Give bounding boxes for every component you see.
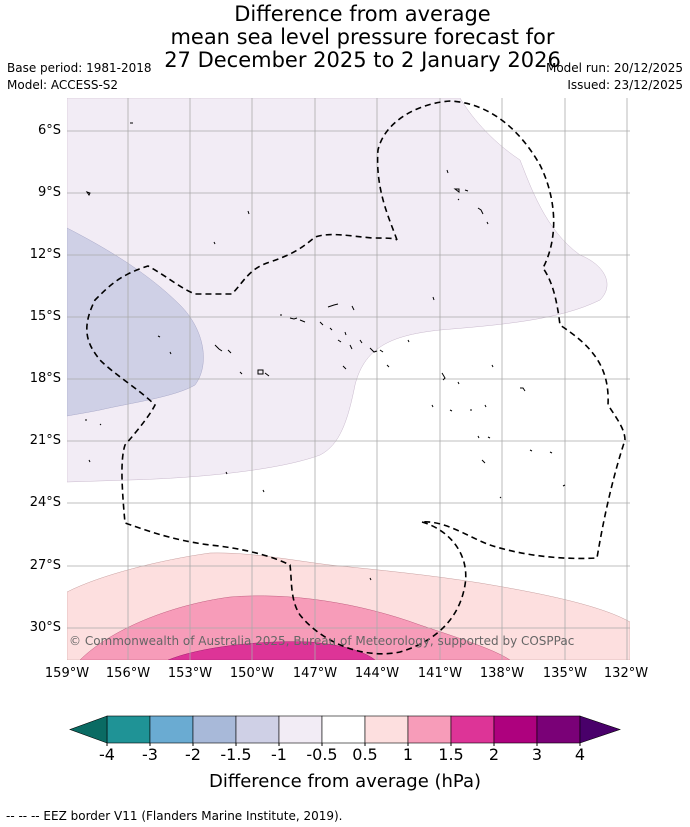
- lon-label: 156°W: [105, 666, 151, 681]
- lat-label: 6°S: [37, 123, 61, 138]
- colorbar-segment: [493, 715, 538, 744]
- base-period: Base period: 1981-2018: [7, 61, 152, 75]
- lat-label: 18°S: [29, 371, 61, 386]
- grid-lines: [67, 98, 630, 660]
- colorbar-segment: [536, 715, 581, 744]
- anomaly-region-plus-1-5: [167, 641, 376, 660]
- lat-label: 27°S: [29, 558, 61, 573]
- colorbar-over-arrow: [579, 715, 621, 744]
- colorbar-tick-label: -4: [99, 745, 115, 764]
- lat-label: 15°S: [29, 309, 61, 324]
- lat-label: 21°S: [29, 433, 61, 448]
- colorbar-under-arrow: [69, 715, 108, 744]
- lat-label: 30°S: [29, 620, 61, 635]
- colorbar-segment: [321, 715, 366, 744]
- colorbar-tick-label: 4: [574, 745, 586, 764]
- copyright-notice: © Commonwealth of Australia 2025, Bureau…: [69, 634, 575, 648]
- issued-date: Issued: 23/12/2025: [567, 78, 683, 92]
- colorbar-segment: [235, 715, 280, 744]
- title-line-2: mean sea level pressure forecast for: [170, 25, 555, 49]
- islands: [85, 122, 566, 581]
- colorbar-tick-label: -1.5: [220, 745, 252, 764]
- colorbar-tick-label: -1: [271, 745, 287, 764]
- anomaly-region-minus-1: [67, 227, 204, 417]
- colorbar-segment: [192, 715, 237, 744]
- colorbar-title: Difference from average (hPa): [208, 771, 482, 792]
- lon-label: 135°W: [542, 666, 588, 681]
- colorbar-tick-label: -2: [185, 745, 201, 764]
- eez-borders: [86, 100, 626, 655]
- model-name: Model: ACCESS-S2: [7, 78, 119, 92]
- colorbar-tick-label: -3: [142, 745, 158, 764]
- lat-label: 24°S: [29, 495, 61, 510]
- model-run: Model run: 20/12/2025: [545, 61, 683, 75]
- lon-label: 144°W: [354, 666, 400, 681]
- lon-label: 159°W: [44, 666, 90, 681]
- colorbar: [69, 715, 621, 746]
- anomaly-region-minus-0-5: [67, 98, 608, 483]
- colorbar-segment: [278, 715, 323, 744]
- lon-label: 132°W: [603, 666, 649, 681]
- eez-legend: -- -- -- EEZ border V11 (Flanders Marine…: [6, 809, 343, 823]
- lat-label: 12°S: [29, 247, 61, 262]
- lat-label: 9°S: [37, 185, 61, 200]
- colorbar-tick-label: 1.5: [438, 745, 464, 764]
- title-line-3: 27 December 2025 to 2 January 2026: [164, 48, 561, 72]
- lon-label: 138°W: [479, 666, 525, 681]
- colorbar-tick-label: 3: [531, 745, 543, 764]
- colorbar-tick-label: 2: [488, 745, 500, 764]
- lon-label: 147°W: [292, 666, 338, 681]
- colorbar-tick-label: 1: [402, 745, 414, 764]
- colorbar-segment: [106, 715, 151, 744]
- colorbar-tick-label: 0.5: [352, 745, 378, 764]
- eez-border-east-loop: [86, 233, 467, 655]
- colorbar-segment: [364, 715, 409, 744]
- colorbar-segment: [149, 715, 194, 744]
- colorbar-segment: [450, 715, 495, 744]
- lon-label: 153°W: [167, 666, 213, 681]
- lon-label: 150°W: [229, 666, 275, 681]
- title-line-1: Difference from average: [234, 2, 491, 26]
- lon-label: 141°W: [417, 666, 463, 681]
- colorbar-tick-label: -0.5: [306, 745, 338, 764]
- colorbar-segment: [407, 715, 452, 744]
